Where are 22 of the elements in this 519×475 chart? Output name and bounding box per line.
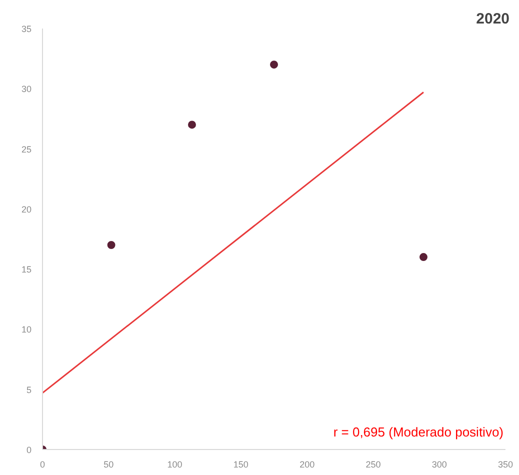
y-tick-label: 15 <box>21 264 32 275</box>
y-tick-label: 0 <box>26 445 32 455</box>
point <box>188 120 196 129</box>
x-tick-label: 200 <box>300 460 315 470</box>
x-tick-label: 250 <box>366 460 381 470</box>
chart-title: 2020 <box>476 10 510 28</box>
y-tick-label: 10 <box>21 324 32 335</box>
point <box>270 60 278 69</box>
y-tick-label: 35 <box>21 24 32 34</box>
x-tick-label: 100 <box>167 460 182 470</box>
x-tick-label: 300 <box>432 460 447 470</box>
annotation: r = 0,695 (Moderado positivo) <box>333 424 504 440</box>
y-tick-label: 5 <box>26 384 32 395</box>
x-tick-label: 50 <box>104 460 114 470</box>
point <box>107 241 116 250</box>
y-tick-label: 25 <box>21 144 32 154</box>
x-tick-label: 350 <box>498 460 514 470</box>
y-tick-label: 20 <box>21 204 32 214</box>
point <box>419 253 428 262</box>
x-tick-label: 150 <box>233 460 248 470</box>
y-tick-label: 30 <box>21 84 32 94</box>
x-tick-label: 0 <box>40 460 46 470</box>
